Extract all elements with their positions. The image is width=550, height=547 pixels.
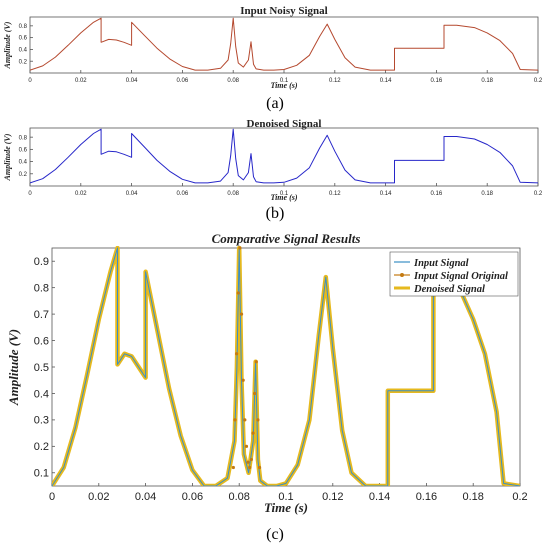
y-tick-label: 0.5	[34, 362, 49, 374]
x-tick-label: 0.04	[126, 78, 138, 84]
x-tick-label: 0.06	[182, 491, 203, 503]
plot-frame	[29, 127, 539, 187]
y-tick-label: 0.2	[19, 172, 28, 178]
series-point	[235, 352, 239, 356]
x-tick-label: 0.2	[512, 491, 527, 503]
x-tick-label: 0.18	[481, 191, 493, 197]
y-tick-label: 0.6	[19, 147, 28, 153]
x-tick-label: 0.08	[228, 491, 249, 503]
series-point	[239, 312, 244, 316]
chart-title: Comparative Signal Results	[212, 231, 361, 246]
x-tick-label: 0.02	[75, 191, 87, 197]
y-axis-label: Amplitude (V)	[6, 329, 21, 406]
y-tick-label: 0.8	[19, 135, 28, 141]
series-point	[236, 291, 240, 295]
series-point	[253, 391, 257, 396]
x-tick-label: 0.02	[88, 491, 109, 503]
y-tick-label: 0.1	[34, 468, 49, 480]
y-tick-label: 0.4	[34, 388, 49, 400]
y-tick-label: 0.8	[19, 24, 28, 30]
x-tick-label: 0.1	[280, 78, 289, 84]
series-point	[257, 465, 262, 470]
x-tick-label: 0.12	[322, 491, 343, 503]
plot-area	[30, 128, 538, 184]
series-point	[243, 418, 247, 422]
series-point	[254, 360, 258, 364]
legend-marker	[400, 273, 404, 277]
x-tick-label: 0.08	[227, 78, 239, 84]
series-point	[233, 418, 237, 422]
chart-title: Input Noisy Signal	[240, 5, 327, 17]
y-tick-label: 0.7	[34, 309, 49, 321]
y-tick-label: 0.8	[34, 283, 49, 295]
x-tick-label: 0.18	[481, 78, 493, 84]
x-tick-label: 0.12	[329, 78, 341, 84]
series-point	[238, 246, 242, 250]
chart-title: Denoised Signal	[247, 118, 322, 130]
x-tick-label: 0.14	[369, 491, 390, 503]
panel-caption: (b)	[266, 205, 285, 222]
series-point	[248, 465, 252, 470]
series-point	[256, 418, 260, 422]
legend: Input Signal Input Signal Original Denoise…	[389, 251, 519, 297]
series-line	[30, 17, 538, 71]
panel-1: Denoised Signal 0 0.02 0.04 0.06 0.08 0.1 0.12 0…	[3, 118, 543, 222]
panel-caption: (c)	[266, 526, 284, 543]
x-tick-label: 0.2	[534, 191, 543, 197]
series-point	[231, 465, 235, 470]
x-axis-label: Time (s)	[264, 500, 308, 515]
y-tick-label: 0.4	[19, 160, 28, 166]
x-tick-label: 0.1	[280, 191, 289, 197]
plot-area	[30, 17, 538, 71]
x-axis-label: Time (s)	[270, 193, 297, 202]
series-point	[251, 431, 255, 435]
y-tick-label: 0.2	[34, 441, 49, 453]
x-tick-label: 0.14	[380, 78, 392, 84]
panel-caption: (a)	[266, 95, 284, 112]
x-tick-label: 0.14	[380, 191, 392, 197]
y-tick-label: 0.6	[19, 36, 28, 42]
x-tick-label: 0.04	[126, 191, 138, 197]
y-tick-label: 0.9	[34, 256, 49, 268]
x-tick-label: 0.06	[177, 191, 189, 197]
legend-label: Input Signal Original	[413, 271, 508, 282]
plot-area	[52, 246, 520, 486]
series-line	[52, 247, 520, 486]
panel-0: Input Noisy Signal 0 0.02 0.04 0.06 0.08 0.1 0.…	[3, 5, 543, 112]
y-tick-label: 0.4	[19, 48, 28, 54]
x-tick-label: 0	[28, 78, 32, 84]
x-tick-label: 0.18	[462, 491, 483, 503]
x-tick-label: 0.2	[534, 78, 543, 84]
x-tick-label: 0.12	[329, 191, 341, 197]
legend-label: Input Signal	[413, 258, 469, 269]
series-point	[244, 444, 249, 448]
y-tick-label: 0.2	[19, 59, 28, 65]
y-axis-label: Amplitude (V)	[3, 21, 12, 69]
x-tick-label: 0.1	[278, 491, 293, 503]
plot-frame	[29, 16, 539, 74]
x-tick-label: 0.08	[227, 191, 239, 197]
y-tick-label: 0.6	[34, 335, 49, 347]
legend-label: Denoised Signal	[413, 284, 485, 295]
panel-2: Comparative Signal Results 0 0.02 0.04 0.06 0…	[6, 231, 528, 543]
x-tick-label: 0	[49, 491, 55, 503]
series-point	[249, 457, 253, 462]
x-tick-label: 0.16	[416, 491, 437, 503]
x-tick-label: 0	[28, 191, 32, 197]
series-line	[30, 128, 538, 184]
y-tick-label: 0.3	[34, 415, 49, 427]
x-tick-label: 0.02	[75, 78, 87, 84]
x-tick-label: 0.16	[431, 191, 443, 197]
x-axis-label: Time (s)	[270, 81, 297, 90]
series-point	[241, 378, 245, 382]
x-tick-label: 0.04	[135, 491, 156, 503]
series-point	[246, 460, 250, 464]
x-tick-label: 0.16	[431, 78, 443, 84]
y-axis-label: Amplitude (V)	[3, 133, 12, 181]
x-tick-label: 0.06	[177, 78, 189, 84]
